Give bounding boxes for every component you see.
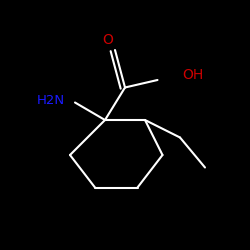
- Text: O: O: [102, 33, 113, 47]
- Text: H2N: H2N: [37, 94, 65, 106]
- Text: OH: OH: [182, 68, 204, 82]
